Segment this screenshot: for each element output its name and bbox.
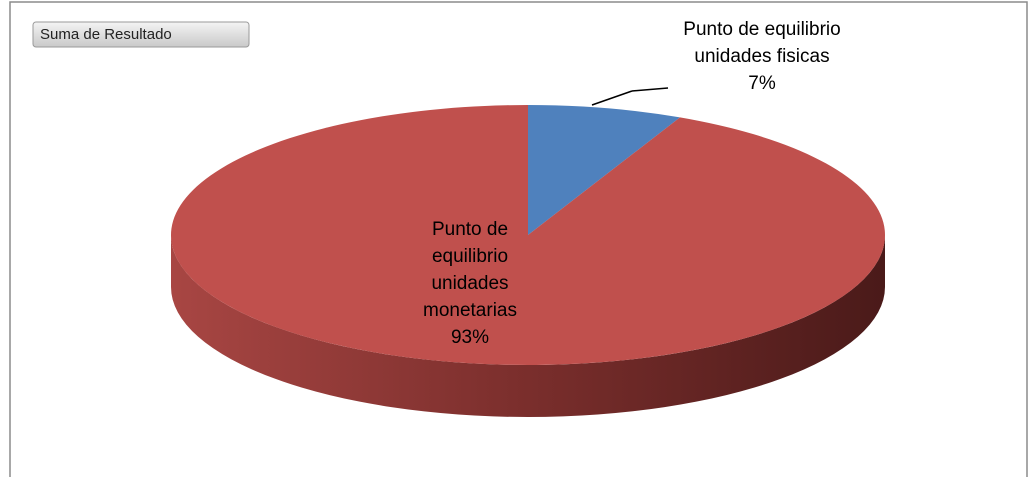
data-label: Punto de equilibrio unidades fisicas 7% [667,16,857,97]
data-label: Punto de equilibrio unidades monetarias 9… [395,216,545,351]
value-label: 7% [748,73,776,94]
button-label[interactable]: Suma de Resultado [40,26,172,43]
pie [171,105,886,417]
chart-border [9,1,1028,477]
field-button[interactable]: Suma de Resultado [32,21,250,48]
category-label: Punto de equilibrio unidades fisicas [683,19,841,67]
leader-line [591,90,633,106]
category-label: Punto de equilibrio unidades monetarias [423,219,517,321]
slice-side [171,235,885,417]
slice [171,105,886,365]
value-label: 93% [450,327,490,348]
button-box[interactable] [32,21,250,48]
slice [528,105,681,235]
leader-line [631,87,669,92]
